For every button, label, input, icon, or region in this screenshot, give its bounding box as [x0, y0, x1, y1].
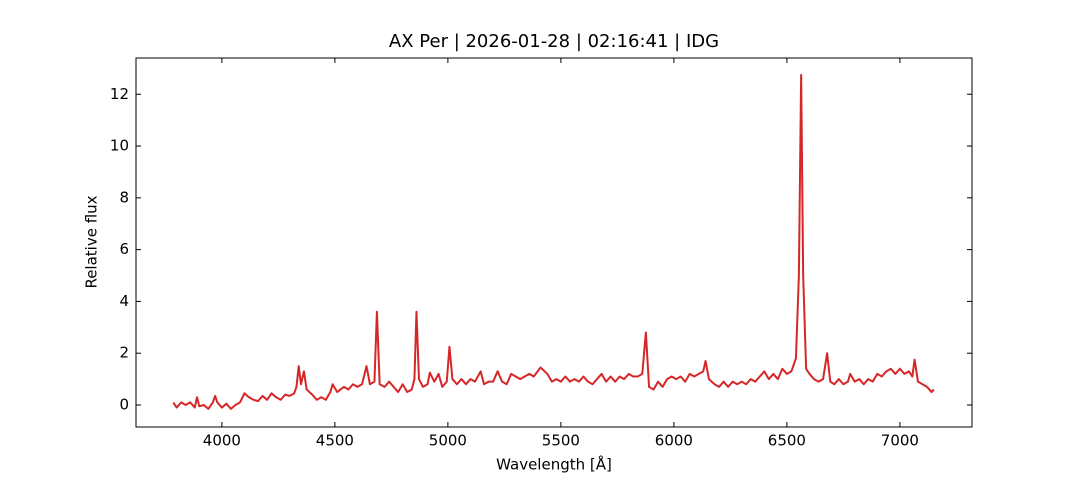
x-tick-label: 5000 — [429, 432, 467, 450]
x-axis-label: Wavelength [Å] — [496, 455, 612, 474]
chart-title: AX Per | 2026-01-28 | 02:16:41 | IDG — [389, 31, 719, 52]
x-tick-label: 6500 — [768, 432, 806, 450]
x-tick-label: 7000 — [881, 432, 919, 450]
y-tick-label: 4 — [119, 292, 129, 310]
y-tick-label: 12 — [110, 85, 129, 103]
x-tick-label: 6000 — [655, 432, 693, 450]
y-tick-label: 0 — [119, 395, 129, 413]
y-tick-label: 2 — [119, 344, 129, 362]
x-tick-label: 4000 — [203, 432, 241, 450]
y-tick-label: 6 — [119, 240, 129, 258]
spectrum-line — [172, 73, 935, 410]
y-axis-label: Relative flux — [83, 195, 101, 288]
y-tick-label: 8 — [119, 188, 129, 206]
plot-frame — [135, 57, 973, 428]
x-tick-label: 4500 — [316, 432, 354, 450]
y-tick-label: 10 — [110, 137, 129, 155]
x-tick-label: 5500 — [542, 432, 580, 450]
